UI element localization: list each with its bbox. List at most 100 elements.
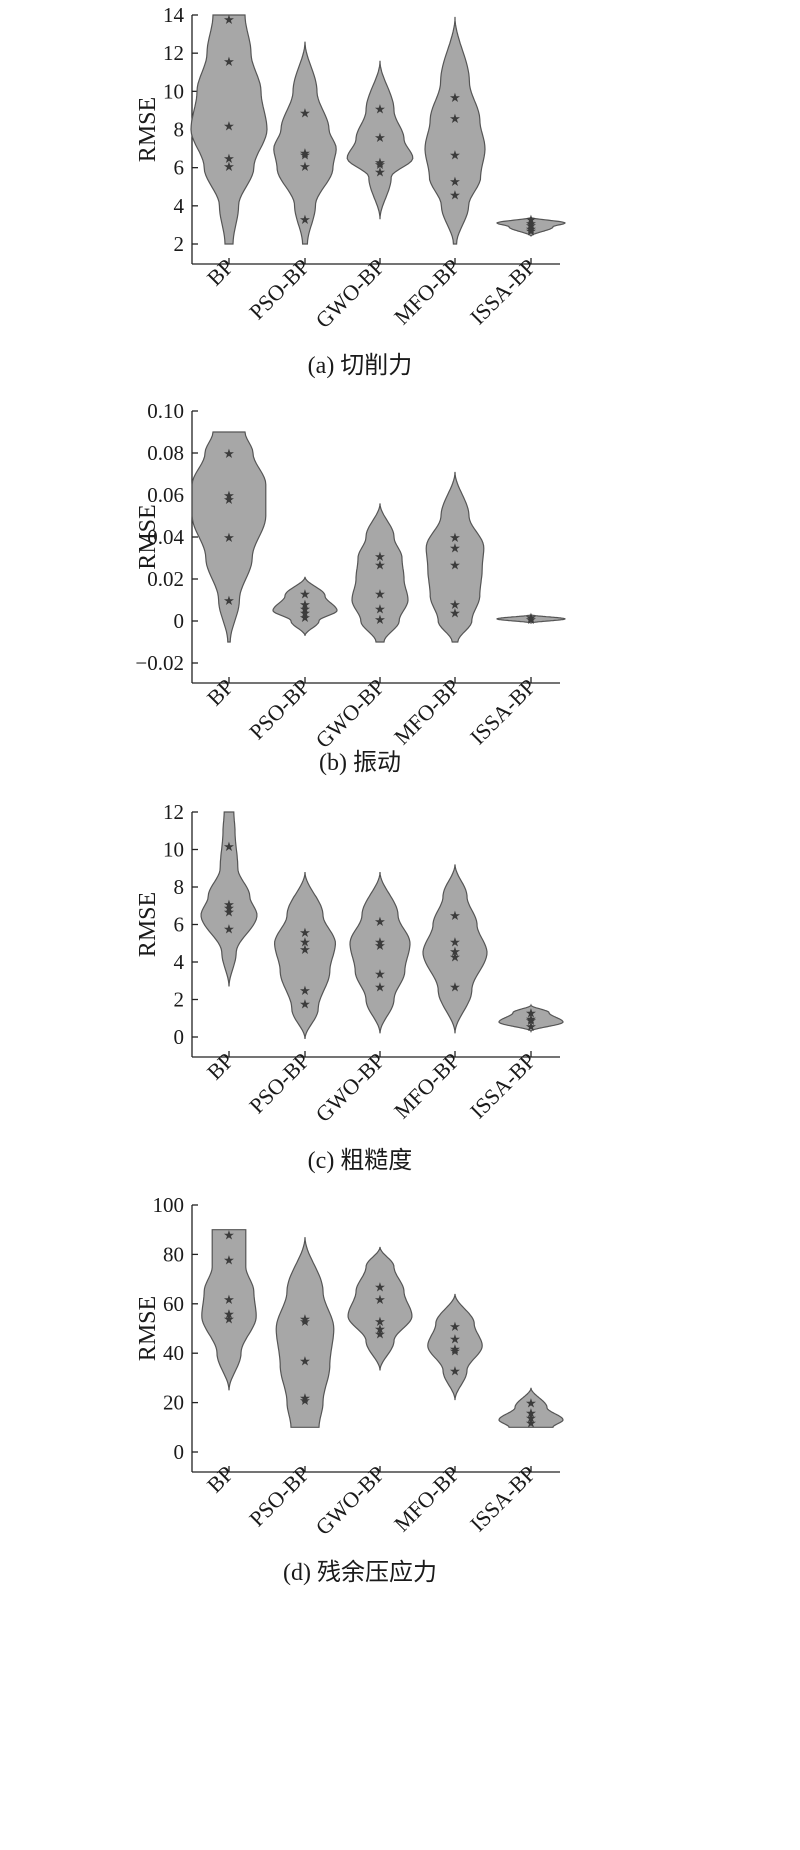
violin-bp xyxy=(191,431,267,643)
violin-pso-bp xyxy=(275,1237,335,1428)
data-point-star: ★ xyxy=(449,949,461,964)
data-point-star: ★ xyxy=(525,212,537,227)
violin-bp xyxy=(200,811,258,987)
data-point-star: ★ xyxy=(223,839,235,854)
data-point-star: ★ xyxy=(525,1006,537,1021)
data-point-star: ★ xyxy=(223,119,235,134)
violin-gwo-bp xyxy=(349,871,411,1034)
data-point-star: ★ xyxy=(299,105,311,120)
data-point-star: ★ xyxy=(374,102,386,117)
category-label: PSO-BP xyxy=(244,674,314,744)
data-point-star: ★ xyxy=(525,216,537,231)
chart-caption: (c) 粗糙度 xyxy=(308,1147,413,1174)
data-point-star: ★ xyxy=(449,908,461,923)
data-point-star: ★ xyxy=(299,1391,311,1406)
y-tick-label: 14 xyxy=(163,3,185,27)
violin-issa-bp xyxy=(498,1003,564,1034)
y-tick-label: 0.06 xyxy=(147,483,184,507)
y-tick-label: 8 xyxy=(174,875,185,899)
data-point-star: ★ xyxy=(449,557,461,572)
data-point-star: ★ xyxy=(449,147,461,162)
data-point-star: ★ xyxy=(525,1011,537,1026)
violin-issa-bp xyxy=(496,216,566,237)
category-label: ISSA-BP xyxy=(465,674,541,750)
data-point-star: ★ xyxy=(449,187,461,202)
category-label: BP xyxy=(202,674,239,711)
data-point-star: ★ xyxy=(299,925,311,940)
y-axis-title: RMSE xyxy=(135,1296,161,1361)
data-point-star: ★ xyxy=(299,983,311,998)
y-tick-label: 4 xyxy=(174,194,185,218)
data-point-star: ★ xyxy=(374,934,386,949)
data-point-star: ★ xyxy=(223,12,235,27)
data-point-star: ★ xyxy=(525,1013,537,1028)
data-point-star: ★ xyxy=(299,610,311,625)
data-point-star: ★ xyxy=(374,549,386,564)
data-point-star: ★ xyxy=(449,606,461,621)
violin-mfo-bp xyxy=(425,471,485,643)
data-point-star: ★ xyxy=(299,1393,311,1408)
y-tick-label: 0.08 xyxy=(147,441,184,465)
data-point-star: ★ xyxy=(374,601,386,616)
data-point-star: ★ xyxy=(299,147,311,162)
y-tick-label: 0.04 xyxy=(147,525,184,549)
data-point-star: ★ xyxy=(374,1314,386,1329)
data-point-star: ★ xyxy=(525,612,537,627)
y-tick-label: 80 xyxy=(163,1242,184,1266)
chart-panel-1: −0.0200.020.040.060.080.10RMSE★★★★★BP★★★… xyxy=(135,399,566,776)
data-point-star: ★ xyxy=(299,145,311,160)
violin-pso-bp xyxy=(273,871,337,1039)
category-label: BP xyxy=(202,1461,239,1498)
violin-bp xyxy=(201,1229,257,1391)
y-tick-label: 20 xyxy=(163,1391,184,1415)
data-point-star: ★ xyxy=(449,530,461,545)
data-point-star: ★ xyxy=(449,1344,461,1359)
data-point-star: ★ xyxy=(299,934,311,949)
category-label: ISSA-BP xyxy=(465,1048,541,1124)
data-point-star: ★ xyxy=(449,174,461,189)
violin-pso-bp xyxy=(272,576,338,636)
data-point-star: ★ xyxy=(525,1019,537,1034)
chart-caption: (b) 振动 xyxy=(319,749,401,776)
data-point-star: ★ xyxy=(299,606,311,621)
data-point-star: ★ xyxy=(525,224,537,239)
violin-mfo-bp xyxy=(422,864,488,1034)
violin-bp xyxy=(190,14,268,245)
violin-mfo-bp xyxy=(427,1293,483,1401)
category-label: GWO-BP xyxy=(310,254,389,333)
data-point-star: ★ xyxy=(299,996,311,1011)
data-point-star: ★ xyxy=(299,1312,311,1327)
data-point-star: ★ xyxy=(299,1314,311,1329)
y-tick-label: 6 xyxy=(174,913,185,937)
data-point-star: ★ xyxy=(223,593,235,608)
violin-gwo-bp xyxy=(347,1246,413,1371)
y-tick-label: 10 xyxy=(163,838,184,862)
data-point-star: ★ xyxy=(223,921,235,936)
data-point-star: ★ xyxy=(449,1319,461,1334)
data-point-star: ★ xyxy=(223,488,235,503)
y-tick-label: 12 xyxy=(163,800,184,824)
data-point-star: ★ xyxy=(223,1307,235,1322)
data-point-star: ★ xyxy=(223,1252,235,1267)
data-point-star: ★ xyxy=(374,914,386,929)
violin-mfo-bp xyxy=(424,16,486,245)
category-label: MFO-BP xyxy=(389,1048,465,1124)
data-point-star: ★ xyxy=(374,557,386,572)
y-axis-title: RMSE xyxy=(135,892,161,957)
y-tick-label: 2 xyxy=(174,232,185,256)
y-tick-label: 2 xyxy=(174,988,185,1012)
violin-gwo-bp xyxy=(346,60,414,220)
data-point-star: ★ xyxy=(449,944,461,959)
data-point-star: ★ xyxy=(223,901,235,916)
chart-panel-3: 020406080100RMSE★★★★★BP★★★★★PSO-BP★★★★★G… xyxy=(135,1193,564,1586)
data-point-star: ★ xyxy=(223,1312,235,1327)
data-point-star: ★ xyxy=(374,1280,386,1295)
data-point-star: ★ xyxy=(299,212,311,227)
data-point-star: ★ xyxy=(374,1326,386,1341)
violin-issa-bp xyxy=(498,1387,564,1428)
y-tick-label: 8 xyxy=(174,118,185,142)
violin-pso-bp xyxy=(273,41,337,245)
data-point-star: ★ xyxy=(223,54,235,69)
data-point-star: ★ xyxy=(223,1228,235,1243)
